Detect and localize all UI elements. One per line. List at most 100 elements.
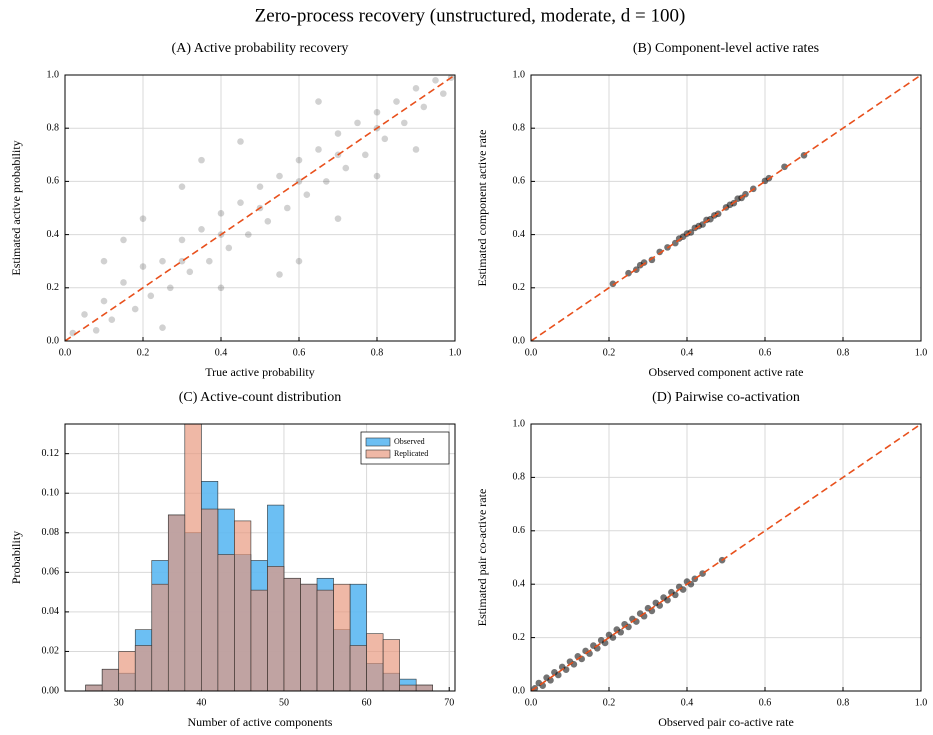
point [334,215,342,222]
bar [399,684,417,691]
y-tick-label: 0.2 [513,282,526,293]
point [295,156,303,164]
point [276,172,283,180]
point [617,628,624,636]
y-axis-label: Estimated component active rate [475,130,489,287]
point [108,316,116,324]
point [167,284,174,292]
point [159,324,166,332]
plot-area [531,424,921,691]
point [609,280,617,288]
point [276,271,283,278]
point [562,666,570,673]
y-tick-label: 1.0 [513,69,526,80]
point [420,103,428,111]
x-tick-label: 30 [114,697,124,708]
panel-title: (B) Component-level active rates [633,41,819,56]
point [555,671,562,679]
bar [118,651,136,691]
point [381,135,389,143]
y-tick-label: 0.06 [42,567,60,578]
point [354,119,361,127]
x-tick-label: 60 [362,697,372,708]
axes-frame [530,423,922,692]
point [120,236,127,244]
x-tick-label: 0.8 [837,347,850,358]
y-tick-label: 0.0 [47,335,60,346]
reference-line [531,424,921,691]
y-tick-label: 1.0 [513,418,526,429]
x-tick-label: 0.2 [603,347,616,358]
x-tick-label: 0.4 [215,347,228,358]
y-tick-label: 0.0 [513,335,526,346]
y-tick-label: 0.6 [513,176,526,187]
point [139,263,147,270]
x-tick-label: 0.6 [759,697,772,708]
y-tick-label: 1.0 [47,69,60,80]
axes-frame [530,74,922,342]
point [601,639,609,647]
point [69,329,77,337]
point [609,634,617,641]
y-tick-label: 0.12 [42,448,60,459]
point [412,146,420,153]
point [401,119,408,127]
point [178,183,186,191]
point [334,130,342,137]
plot-area [65,75,455,341]
point [315,146,322,153]
point [373,172,381,180]
panel-title: (A) Active probability recovery [172,41,349,56]
point [547,677,554,684]
y-axis-label: Estimated active probability [9,140,23,275]
panel-title: (D) Pairwise co-activation [652,390,800,405]
point [159,257,166,265]
point [323,178,330,185]
x-tick-label: 0.4 [681,697,694,708]
x-tick-label: 0.6 [759,347,772,358]
bar [134,645,153,691]
x-tick-label: 1.0 [915,347,928,358]
x-tick-label: 50 [279,697,289,708]
point [120,279,127,286]
bar [217,554,235,691]
plot-area [85,424,433,691]
x-axis-label: Observed pair co-active rate [658,715,794,729]
bar [415,684,433,691]
y-tick-label: 0.4 [47,229,60,240]
bar [333,583,351,691]
x-tick-label: 1.0 [449,347,462,358]
x-tick-label: 0.0 [525,697,538,708]
bar [300,583,318,691]
bar [184,424,202,691]
y-tick-label: 0.04 [42,606,60,617]
y-tick-label: 0.8 [513,122,526,133]
axes-frame [64,423,456,692]
y-tick-label: 0.4 [513,229,526,240]
y-tick-label: 0.08 [42,527,60,538]
point [237,199,244,206]
y-tick-label: 0.6 [513,525,526,536]
bar [85,684,103,691]
point [147,292,155,300]
x-tick-label: 0.8 [371,347,384,358]
point [256,183,264,191]
bar [167,514,186,691]
point [362,151,369,159]
point [781,163,788,171]
bar [349,645,367,691]
bar [250,589,268,691]
x-tick-label: 0.0 [59,347,72,358]
x-tick-label: 40 [196,697,206,708]
y-tick-label: 0.10 [42,488,60,499]
point [131,305,139,313]
bar [283,577,301,691]
y-tick-label: 0.8 [513,472,526,483]
x-tick-label: 0.2 [137,347,150,358]
y-tick-label: 0.6 [47,176,60,187]
point [100,257,108,265]
figure-title: Zero-process recovery (unstructured, mod… [255,5,686,26]
point [393,98,400,105]
bar [201,508,219,691]
